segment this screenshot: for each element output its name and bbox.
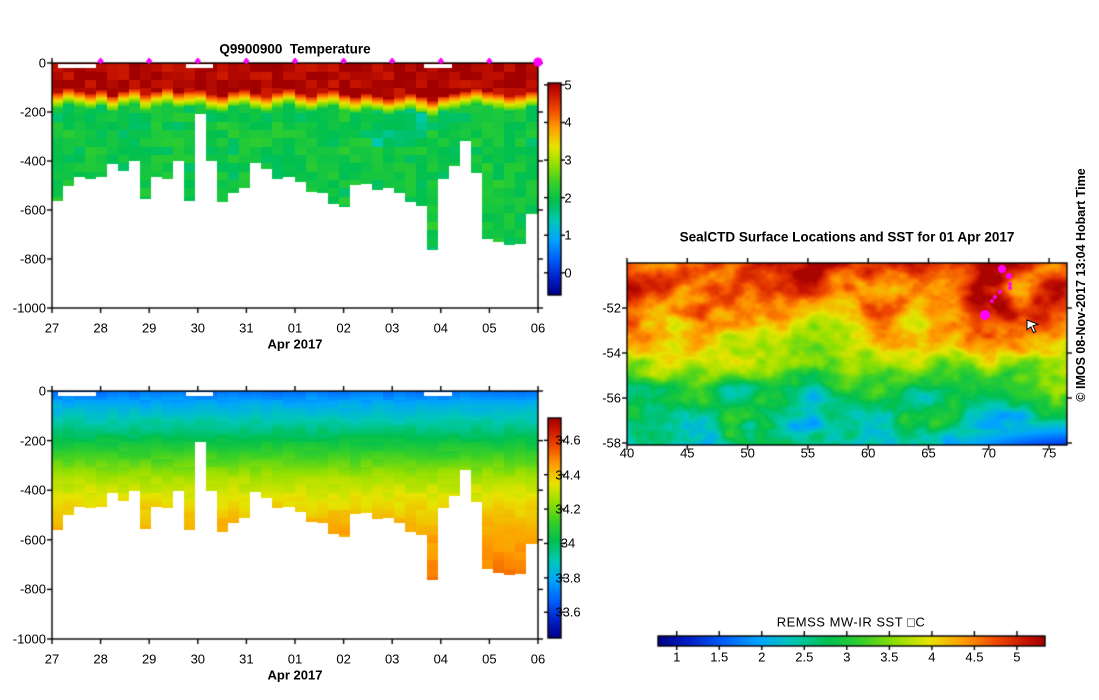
temp-x-tick-label: 02 bbox=[336, 320, 351, 336]
map-lon-tick-label: 45 bbox=[680, 445, 695, 461]
sal-x-tick-label: 27 bbox=[44, 651, 60, 667]
sal-x-tick-label: 02 bbox=[336, 651, 351, 667]
sal-colorbar-tick-label: 34.2 bbox=[555, 501, 581, 517]
temp-colorbar-tick-label: 5 bbox=[564, 77, 572, 93]
temp-x-tick-label: 28 bbox=[93, 320, 108, 336]
sst-colorbar-tick-label: 3.5 bbox=[880, 649, 899, 665]
temperature-xaxis-label: Apr 2017 bbox=[267, 336, 323, 352]
temp-x-tick-label: 27 bbox=[44, 320, 60, 336]
sst-colorbar-title: REMSS MW-IR SST □C bbox=[776, 614, 926, 630]
sal-y-tick-label: -200 bbox=[19, 433, 46, 449]
temp-x-tick-label: 06 bbox=[530, 320, 546, 336]
temp-x-tick-label: 04 bbox=[433, 320, 449, 336]
sal-colorbar-tick-label: 34.6 bbox=[555, 432, 581, 448]
sal-x-tick-label: 05 bbox=[482, 651, 497, 667]
temp-colorbar-tick-label: 3 bbox=[564, 152, 572, 168]
sst-colorbar-tick-label: 2.5 bbox=[795, 649, 814, 665]
temp-x-tick-label: 05 bbox=[482, 320, 497, 336]
sst-colorbar-tick-label: 4.5 bbox=[965, 649, 984, 665]
temp-y-tick-label: -200 bbox=[19, 104, 46, 120]
temperature-plot-title: Q9900900 Temperature bbox=[219, 41, 371, 57]
map-lon-tick-label: 60 bbox=[860, 445, 876, 461]
sal-y-tick-label: -1000 bbox=[12, 631, 46, 647]
sst-map-title: SealCTD Surface Locations and SST for 01… bbox=[679, 229, 1015, 245]
map-lon-tick-label: 55 bbox=[800, 445, 816, 461]
map-lat-tick-label: -58 bbox=[602, 435, 621, 451]
temp-y-tick-label: -800 bbox=[19, 251, 46, 267]
sal-y-tick-label: -400 bbox=[19, 482, 46, 498]
cursor-arrow-icon bbox=[1026, 319, 1040, 334]
imos-credit-text: © IMOS 08-Nov-2017 13:04 Hobart Time bbox=[1074, 168, 1088, 402]
sal-colorbar-tick-label: 34.4 bbox=[555, 467, 581, 483]
temp-y-tick-label: -400 bbox=[19, 153, 46, 169]
temp-x-tick-label: 29 bbox=[141, 320, 157, 336]
sal-y-tick-label: -800 bbox=[19, 581, 46, 597]
temp-x-tick-label: 31 bbox=[239, 320, 254, 336]
salinity-xaxis-label: Apr 2017 bbox=[267, 667, 323, 683]
sal-colorbar-tick-label: 33.8 bbox=[555, 570, 581, 586]
sst-colorbar-tick-label: 4 bbox=[928, 649, 936, 665]
map-lon-tick-label: 40 bbox=[619, 445, 635, 461]
sal-colorbar-tick-label: 33.6 bbox=[555, 604, 581, 620]
temp-x-tick-label: 03 bbox=[384, 320, 400, 336]
sal-x-tick-label: 29 bbox=[141, 651, 157, 667]
sst-colorbar-tick-label: 3 bbox=[843, 649, 851, 665]
sal-y-tick-label: 0 bbox=[38, 383, 46, 399]
map-lon-tick-label: 50 bbox=[740, 445, 755, 461]
temp-colorbar-tick-label: 2 bbox=[564, 190, 572, 206]
map-lon-tick-label: 70 bbox=[981, 445, 997, 461]
sal-x-tick-label: 31 bbox=[239, 651, 254, 667]
map-lat-tick-label: -56 bbox=[602, 390, 621, 406]
sst-colorbar-tick-label: 1 bbox=[673, 649, 681, 665]
sst-colorbar-tick-label: 2 bbox=[758, 649, 766, 665]
sal-x-tick-label: 04 bbox=[433, 651, 449, 667]
temp-y-tick-label: -600 bbox=[19, 202, 46, 218]
sal-x-tick-label: 03 bbox=[384, 651, 400, 667]
temp-y-tick-label: 0 bbox=[38, 55, 46, 71]
sst-colorbar-tick-label: 5 bbox=[1013, 649, 1021, 665]
temp-colorbar-tick-label: 0 bbox=[564, 265, 572, 281]
map-lat-tick-label: -52 bbox=[602, 300, 621, 316]
sal-x-tick-label: 06 bbox=[530, 651, 546, 667]
sal-x-tick-label: 30 bbox=[190, 651, 206, 667]
map-lon-tick-label: 75 bbox=[1041, 445, 1057, 461]
map-lat-tick-label: -54 bbox=[602, 345, 621, 361]
temp-x-tick-label: 30 bbox=[190, 320, 206, 336]
map-lon-tick-label: 65 bbox=[921, 445, 936, 461]
temp-colorbar-tick-label: 4 bbox=[564, 114, 572, 130]
sst-colorbar-tick-label: 1.5 bbox=[710, 649, 729, 665]
sal-colorbar-tick-label: 34 bbox=[560, 535, 576, 551]
temp-x-tick-label: 01 bbox=[287, 320, 303, 336]
sal-x-tick-label: 28 bbox=[93, 651, 108, 667]
sal-x-tick-label: 01 bbox=[287, 651, 303, 667]
sal-y-tick-label: -600 bbox=[19, 532, 46, 548]
temp-colorbar-tick-label: 1 bbox=[564, 227, 572, 243]
temp-y-tick-label: -1000 bbox=[12, 300, 46, 316]
